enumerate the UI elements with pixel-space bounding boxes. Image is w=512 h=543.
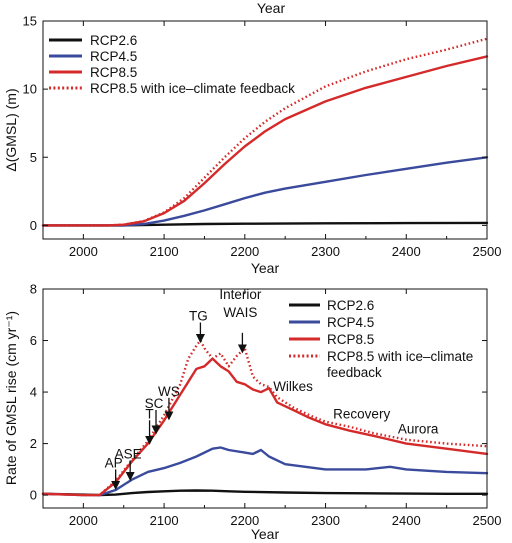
panel-top-frame — [42, 20, 488, 240]
legend-label-rcp85: RCP8.5 — [327, 332, 374, 347]
annotation-label: Aurora — [398, 421, 439, 436]
x-tick-label: 2000 — [69, 244, 98, 259]
annotation-label: WS — [158, 384, 180, 399]
y-tick-label: 4 — [30, 385, 37, 400]
panel-bottom-xticks: 2000 2100 2200 2300 2400 2500 — [42, 289, 502, 528]
y-tick-label: 8 — [30, 282, 37, 297]
panel-bottom-yticks: 0 2 4 6 8 — [30, 282, 487, 503]
y-tick-label: 5 — [30, 150, 37, 165]
x-tick-label: 2300 — [311, 244, 340, 259]
series-line-rcp85_fb — [43, 37, 488, 227]
panel-bottom-ylabel: Rate of GMSL rise (cm yr⁻¹) — [3, 311, 19, 485]
annotation-label: ASE — [115, 446, 142, 461]
panel-top-yticks: 0 5 10 15 — [23, 14, 487, 233]
x-tick-label: 2500 — [473, 244, 502, 259]
y-tick-label: 0 — [30, 488, 37, 503]
panel-bottom-xlabel: Year — [251, 526, 280, 542]
panel-bottom-frame — [42, 288, 488, 509]
panel-top-xticks: 2000 2100 2200 2300 2400 2500 — [42, 21, 502, 259]
series-line-rcp85_fb — [42, 339, 488, 497]
x-tick-label: 2100 — [150, 244, 179, 259]
x-tick-label: 2400 — [392, 513, 421, 528]
panel-top-xlabel: Year — [251, 260, 280, 276]
annotation-label: Wilkes — [273, 379, 313, 394]
annotation-label: AP — [105, 455, 123, 470]
series-line-rcp45 — [41, 446, 489, 497]
y-tick-label: 0 — [30, 218, 37, 233]
panel-top-legend: RCP2.6 RCP4.5 RCP8.5 RCP8.5 with ice–cli… — [49, 33, 295, 96]
series-line-rcp45 — [41, 156, 489, 227]
top-year-label: Year — [257, 0, 286, 16]
annotation-label: Interior WAIS — [219, 287, 262, 320]
x-tick-label: 2100 — [150, 513, 179, 528]
annotation-label: TG — [189, 309, 208, 324]
series-line-rcp85 — [41, 55, 489, 227]
y-tick-label: 6 — [30, 333, 37, 348]
series-line-rcp85 — [41, 357, 489, 497]
x-tick-label: 2400 — [392, 244, 421, 259]
legend-label-rcp45: RCP4.5 — [90, 49, 137, 64]
panel-top: 2000 2100 2200 2300 2400 2500 0 5 10 15 Year Δ(G… — [3, 14, 501, 277]
x-tick-label: 2000 — [69, 513, 98, 528]
panel-bottom: 2000 2100 2200 2300 2400 2500 0 2 4 6 8 Year Rate… — [3, 282, 501, 543]
panel-bottom-series — [41, 339, 489, 497]
annotation-label: Recovery — [333, 406, 390, 421]
legend-label-rcp26: RCP2.6 — [327, 298, 374, 313]
series-line-rcp26 — [41, 489, 489, 497]
legend-label-rcp45: RCP4.5 — [327, 315, 374, 330]
x-tick-label: 2300 — [311, 513, 340, 528]
legend-label-rcp85: RCP8.5 — [90, 65, 137, 80]
annotation-label: SC — [145, 396, 164, 411]
x-tick-label: 2200 — [230, 513, 259, 528]
legend-label-rcp85-feedback: RCP8.5 with ice–climate feedback — [90, 81, 295, 96]
y-tick-label: 2 — [30, 436, 37, 451]
annotation-label: T — [145, 406, 153, 421]
x-tick-label: 2200 — [230, 244, 259, 259]
x-tick-label: 2500 — [473, 513, 502, 528]
panel-top-ylabel: Δ(GMSL) (m) — [3, 88, 19, 171]
y-tick-label: 10 — [23, 82, 37, 97]
legend-label-rcp26: RCP2.6 — [90, 33, 137, 48]
panel-top-series — [41, 37, 489, 227]
panel-bottom-legend: RCP2.6 RCP4.5 RCP8.5 RCP8.5 with ice–cli… — [289, 298, 473, 380]
legend-label-rcp85-feedback: RCP8.5 with ice–climate feedback — [327, 349, 473, 380]
y-tick-label: 15 — [23, 14, 37, 29]
